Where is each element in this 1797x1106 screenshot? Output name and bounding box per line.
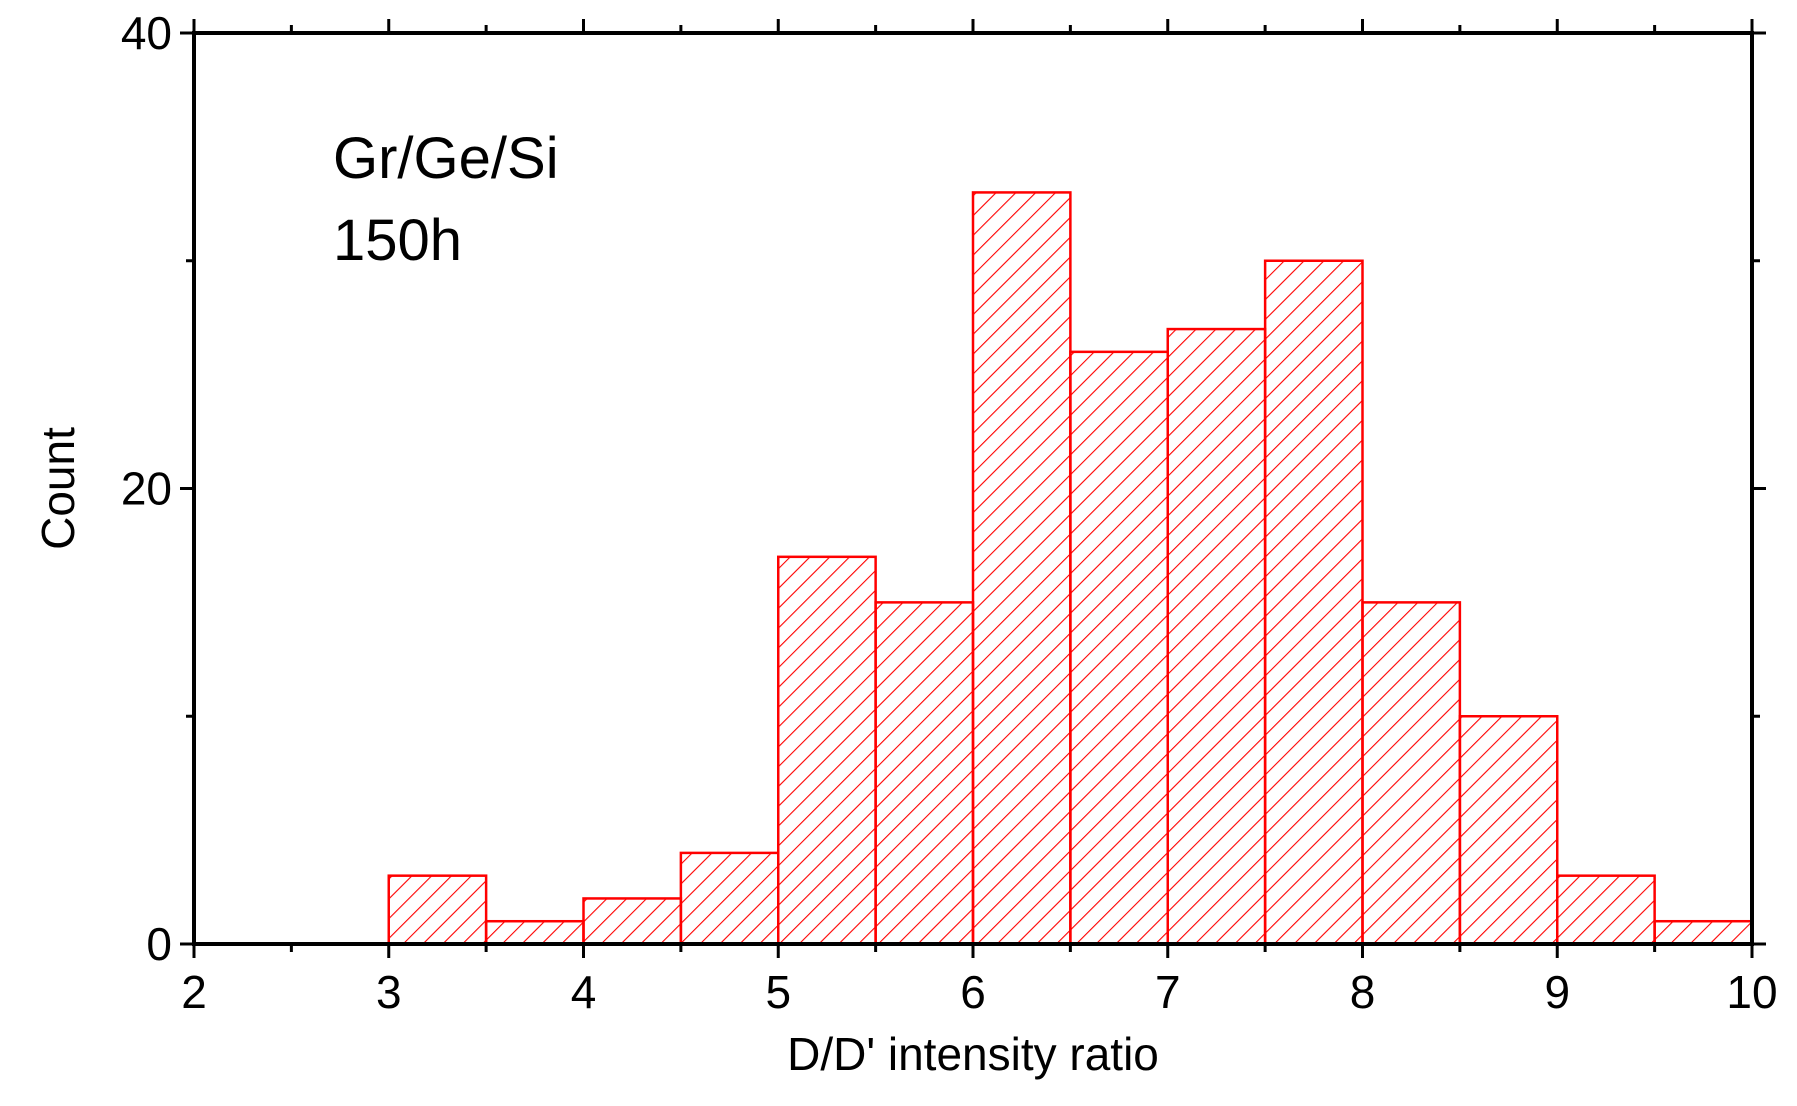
x-tick-label: 3 [376, 966, 402, 1018]
x-tick-label: 9 [1544, 966, 1570, 1018]
histogram-bar-9 [1263, 259, 1364, 946]
x-tick-label: 6 [960, 966, 986, 1018]
y-tick-label: 20 [121, 463, 172, 515]
histogram-bar-7 [1069, 350, 1169, 946]
annotation-duration: 150h [333, 208, 462, 273]
histogram-bar-11 [1458, 715, 1559, 946]
histogram-bar-13 [1653, 919, 1754, 946]
histogram-bar-2 [582, 897, 683, 946]
x-tick-label: 7 [1155, 966, 1181, 1018]
histogram-bar-8 [1166, 327, 1267, 946]
y-axis-label: Count [32, 427, 84, 550]
tick-labels: 2 3 4 5 6 7 8 9 10 0 20 40 [121, 7, 1778, 1018]
histogram-bar-5 [874, 601, 975, 946]
x-axis-label: D/D' intensity ratio [787, 1028, 1159, 1080]
histogram-bar-10 [1361, 601, 1462, 946]
histogram-bars [387, 191, 1754, 946]
x-tick-label: 4 [571, 966, 597, 1018]
histogram-bar-1 [484, 919, 585, 946]
histogram-bar-12 [1556, 874, 1656, 946]
x-tick-label: 8 [1350, 966, 1376, 1018]
annotation-sample: Gr/Ge/Si [333, 126, 559, 191]
x-tick-label: 2 [181, 966, 207, 1018]
histogram-bar-4 [777, 555, 877, 946]
histogram-bar-0 [387, 874, 488, 946]
x-tick-label: 5 [765, 966, 791, 1018]
axis-ticks [180, 19, 1766, 958]
y-tick-label: 0 [146, 918, 172, 970]
histogram-bar-6 [971, 191, 1072, 946]
x-tick-label: 10 [1726, 966, 1777, 1018]
y-tick-label: 40 [121, 7, 172, 59]
histogram-bar-3 [679, 851, 780, 946]
